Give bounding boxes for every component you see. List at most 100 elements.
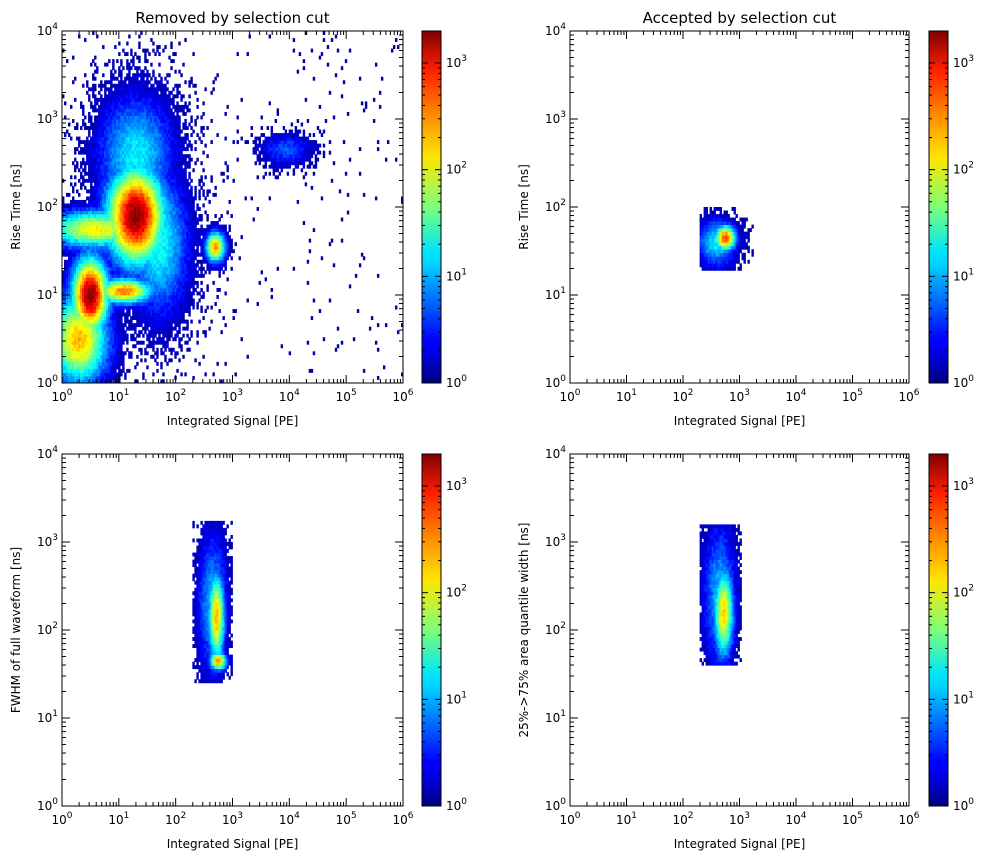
heatmap-cell <box>142 259 145 264</box>
heatmap-cell <box>108 133 111 137</box>
heatmap-cell <box>162 266 165 271</box>
heatmap-cell <box>136 379 139 384</box>
heatmap-cell <box>86 252 89 257</box>
heatmap-cell <box>164 309 167 313</box>
heatmap-cell <box>62 284 65 289</box>
heatmap-cell <box>114 192 117 197</box>
heatmap-cell <box>160 133 163 137</box>
heatmap-cell <box>156 175 159 180</box>
heatmap-cell <box>100 333 103 338</box>
heatmap-cell <box>86 291 89 296</box>
heatmap-cell <box>198 235 201 240</box>
heatmap-cell <box>180 252 183 257</box>
heatmap-cell <box>114 210 117 215</box>
heatmap-cell <box>134 175 137 180</box>
heatmap-cell <box>124 80 127 85</box>
heatmap-cell <box>108 326 111 331</box>
heatmap-cell <box>68 259 71 264</box>
heatmap-cell <box>150 210 153 215</box>
heatmap-cell <box>152 83 155 88</box>
heatmap-cell <box>118 354 121 359</box>
heatmap-cell <box>160 126 163 130</box>
heatmap-cell <box>112 361 115 366</box>
heatmap-cell <box>78 140 81 145</box>
heatmap-cell <box>74 242 77 247</box>
heatmap-cell <box>82 259 85 264</box>
heatmap-cell <box>70 375 73 380</box>
heatmap-cell <box>108 147 111 152</box>
heatmap-cell <box>178 90 181 95</box>
heatmap-cell <box>198 207 201 211</box>
heatmap-cell <box>152 235 155 240</box>
heatmap-cell <box>62 295 65 299</box>
heatmap-cell <box>194 214 197 218</box>
heatmap-cell <box>126 73 129 78</box>
heatmap-cell <box>184 161 187 166</box>
heatmap-cell <box>104 164 107 169</box>
heatmap-cell <box>190 284 193 289</box>
heatmap-cell <box>196 302 199 306</box>
heatmap-cell <box>136 196 139 201</box>
heatmap-cell <box>134 252 137 257</box>
heatmap-cell <box>152 161 155 166</box>
heatmap-cell <box>102 122 105 127</box>
heatmap-cell <box>172 263 175 268</box>
heatmap-cell <box>170 252 173 257</box>
heatmap-cell <box>182 266 185 271</box>
heatmap-cell <box>110 108 113 113</box>
heatmap-cell <box>80 210 83 215</box>
heatmap-cell <box>202 291 205 296</box>
heatmap-cell <box>144 309 147 313</box>
heatmap-cell <box>98 185 101 190</box>
heatmap-cell <box>118 323 121 328</box>
heatmap-cell <box>78 351 81 356</box>
heatmap-cell <box>136 168 139 173</box>
heatmap-cell <box>100 122 103 127</box>
heatmap-cell <box>200 287 203 292</box>
heatmap-cell <box>72 263 75 268</box>
heatmap-cell <box>82 235 85 240</box>
heatmap-cell <box>138 175 141 180</box>
heatmap-cell <box>180 242 183 247</box>
heatmap-cell <box>140 291 143 296</box>
heatmap-cell <box>76 214 79 218</box>
heatmap-cell <box>196 270 199 275</box>
heatmap-cell <box>86 259 89 264</box>
heatmap-cell <box>184 273 187 278</box>
heatmap-cell <box>70 228 73 233</box>
heatmap-cell <box>134 97 137 102</box>
heatmap-cell <box>80 291 83 296</box>
heatmap-cell <box>94 83 97 88</box>
heatmap-cell <box>120 214 123 218</box>
heatmap-cell <box>68 210 71 215</box>
heatmap-cell <box>132 207 135 211</box>
heatmap-cell <box>142 302 145 306</box>
heatmap-cell <box>152 97 155 102</box>
heatmap-cell <box>74 351 77 356</box>
heatmap-cell <box>166 185 169 190</box>
heatmap-cell <box>198 136 201 141</box>
heatmap-cell <box>102 126 105 130</box>
heatmap-cell <box>102 157 105 162</box>
heatmap-cell <box>114 126 117 130</box>
heatmap-cell <box>160 252 163 257</box>
heatmap-cell <box>120 235 123 240</box>
heatmap-cell <box>196 333 199 338</box>
heatmap-cell <box>148 242 151 247</box>
heatmap-cell <box>124 157 127 162</box>
heatmap-cell <box>136 238 139 243</box>
heatmap-cell <box>98 379 101 384</box>
heatmap-cell <box>110 196 113 201</box>
heatmap-cell <box>148 157 151 162</box>
heatmap-cell <box>102 207 105 211</box>
heatmap-cell <box>112 287 115 292</box>
heatmap-cell <box>180 291 183 296</box>
heatmap-cell <box>108 302 111 306</box>
heatmap-cell <box>116 140 119 145</box>
heatmap-cell <box>154 189 157 194</box>
heatmap-cell <box>66 263 69 268</box>
heatmap-cell <box>148 182 151 187</box>
heatmap-cell <box>126 266 129 271</box>
heatmap-cell <box>146 69 149 74</box>
heatmap-cell <box>150 171 153 176</box>
